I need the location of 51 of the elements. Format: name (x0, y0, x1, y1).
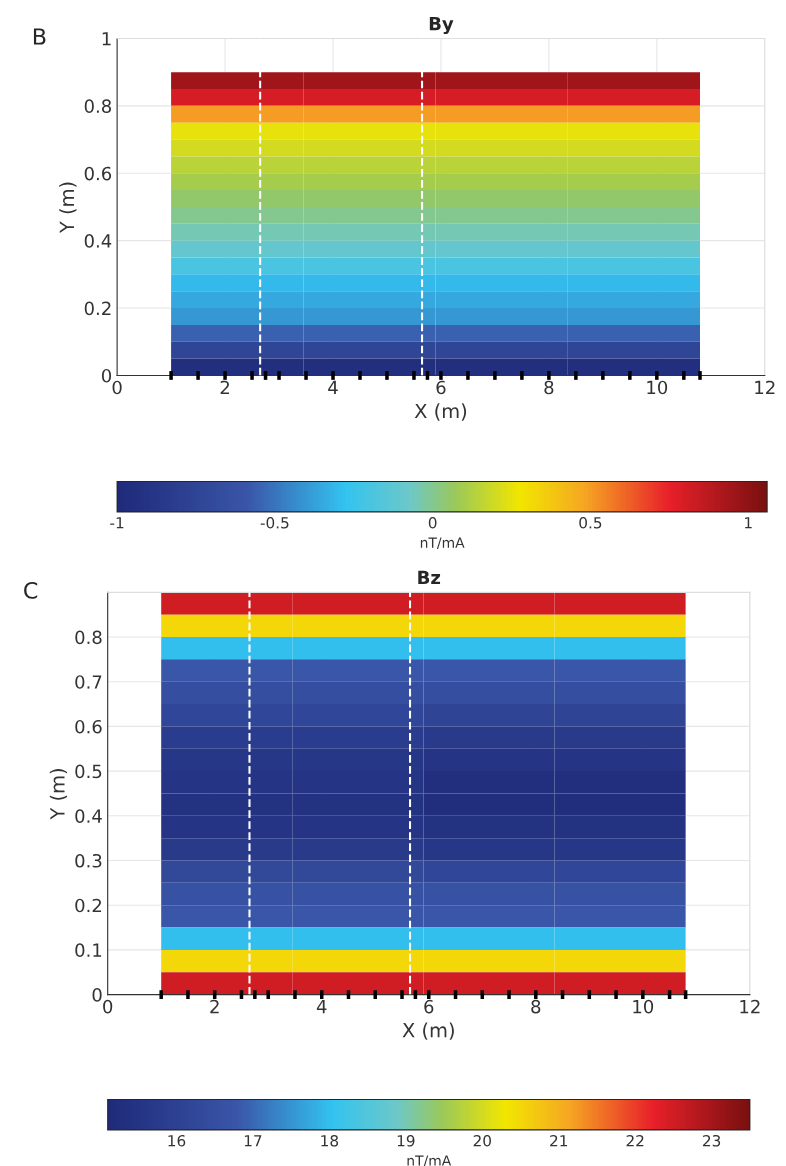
color-bar-label: 18 (321, 1134, 339, 1147)
chart-title: By (429, 16, 454, 35)
y-tick-label: 0.6 (84, 166, 112, 181)
y-tick-label: 0.8 (75, 630, 102, 645)
y-tick-label: 0.1 (75, 943, 102, 958)
y-tick-label: 0.6 (75, 719, 102, 734)
x-tick-label: 12 (755, 380, 775, 395)
text: C (24, 581, 38, 599)
x-tick-label: 4 (328, 380, 338, 395)
y-tick-label: 0 (92, 988, 102, 1002)
x-tick-label: 10 (647, 380, 668, 395)
y-axis-title: Y (m) (59, 182, 77, 234)
x-axis-title: X (m) (402, 1022, 454, 1040)
x-tick-label: 4 (316, 1000, 327, 1014)
color-bar-label: 16 (168, 1134, 186, 1147)
color-bar-label: -0.5 (260, 517, 289, 529)
y-tick-label: 0.4 (84, 234, 112, 248)
x-tick-label: 6 (436, 380, 446, 395)
y-axis-title: Y (m) (49, 769, 68, 820)
x-tick-label: 8 (531, 999, 541, 1014)
color-bar-label: 21 (550, 1134, 568, 1147)
text: B (33, 28, 46, 45)
y-tick-label: 1 (102, 32, 111, 46)
y-tick-label: 0.8 (84, 99, 112, 113)
y-tick-label: 0.2 (75, 898, 102, 913)
chart-title: Bz (418, 570, 441, 584)
y-tick-label: 0.7 (75, 675, 102, 689)
x-tick-label: 2 (210, 999, 219, 1014)
y-tick-label: 0 (101, 368, 112, 383)
x-tick-label: 0 (112, 380, 122, 395)
y-tick-label: 0.4 (75, 809, 102, 823)
color-bar-title: nT/mA (420, 537, 465, 549)
color-bar-label: 19 (397, 1134, 415, 1147)
color-bar-title: nT/mA (407, 1155, 452, 1166)
y-tick-label: 0.3 (75, 853, 102, 868)
color-bar-label: 17 (244, 1135, 262, 1147)
x-tick-label: 8 (544, 380, 554, 395)
x-tick-label: 12 (740, 999, 760, 1014)
x-axis-title: X (m) (414, 403, 467, 421)
color-bar-label: 22 (626, 1134, 644, 1147)
x-tick-label: 2 (220, 380, 229, 395)
x-tick-label: 10 (633, 999, 654, 1014)
x-tick-label: 6 (424, 999, 434, 1014)
color-bar-label: 0 (428, 517, 437, 529)
y-tick-label: 0.5 (75, 764, 102, 779)
color-bar-label: 1 (745, 517, 752, 529)
color-bar-label: 0.5 (579, 517, 602, 529)
color-bar-label: 20 (473, 1134, 491, 1147)
color-bar-label: 23 (703, 1134, 721, 1147)
y-tick-label: 0.2 (84, 301, 111, 316)
color-bar-label: -1 (110, 517, 124, 529)
